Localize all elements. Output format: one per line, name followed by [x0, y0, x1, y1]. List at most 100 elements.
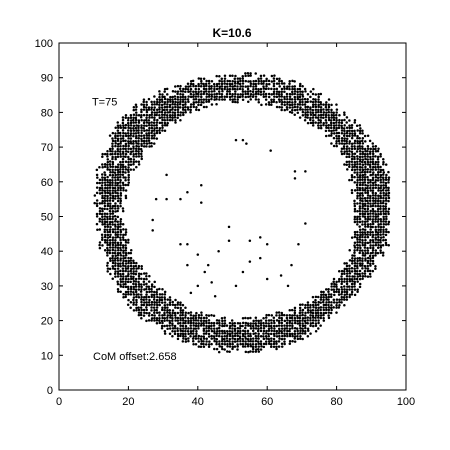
- data-point: [95, 186, 99, 189]
- data-point: [342, 145, 346, 148]
- data-point: [142, 308, 146, 312]
- data-point: [124, 259, 128, 263]
- data-point: [200, 101, 203, 104]
- data-point: [100, 184, 104, 187]
- data-point: [366, 275, 370, 278]
- data-point: [298, 337, 302, 341]
- data-point: [155, 303, 159, 307]
- data-point: [171, 303, 175, 307]
- data-point: [338, 277, 341, 281]
- data-point: [199, 77, 203, 81]
- data-point: [296, 95, 299, 99]
- data-point: [288, 327, 292, 330]
- data-point: [160, 301, 164, 304]
- data-point: [330, 126, 333, 130]
- data-point: [374, 241, 378, 244]
- data-point: [150, 111, 154, 114]
- data-point: [163, 95, 166, 99]
- data-point: [150, 283, 154, 286]
- data-point: [254, 334, 258, 338]
- data-point: [330, 293, 333, 296]
- data-point: [207, 319, 211, 322]
- data-point: [168, 327, 172, 330]
- data-point: [249, 93, 253, 96]
- data-point: [166, 116, 169, 119]
- points-layer: [93, 72, 391, 354]
- data-point: [103, 162, 107, 166]
- data-point: [137, 124, 140, 127]
- data-point: [194, 343, 198, 346]
- data-point: [147, 121, 151, 125]
- data-point: [353, 293, 357, 297]
- data-point: [101, 173, 104, 176]
- data-point: [233, 340, 237, 343]
- data-point: [103, 215, 107, 218]
- data-point: [327, 134, 331, 137]
- data-point: [333, 132, 336, 135]
- data-point: [143, 136, 146, 140]
- data-point: [353, 139, 357, 143]
- data-point: [148, 145, 151, 148]
- data-point: [215, 327, 219, 330]
- data-point: [116, 256, 119, 260]
- data-point: [322, 313, 325, 317]
- data-point: [145, 103, 148, 106]
- data-point: [114, 210, 117, 213]
- data-point: [223, 95, 226, 98]
- data-point: [184, 90, 187, 94]
- data-point: [366, 202, 370, 205]
- data-point: [264, 87, 268, 91]
- data-point: [140, 108, 143, 111]
- data-point: [236, 332, 239, 335]
- data-point: [106, 150, 109, 153]
- data-point: [332, 111, 335, 114]
- data-point: [361, 233, 364, 237]
- data-point: [295, 327, 299, 330]
- data-point: [361, 215, 365, 218]
- data-point: [192, 335, 196, 338]
- data-point: [322, 111, 326, 114]
- data-point: [143, 288, 146, 291]
- data-point: [106, 264, 109, 267]
- data-point: [314, 309, 317, 312]
- data-point: [158, 301, 161, 304]
- data-point: [119, 262, 122, 265]
- data-point: [316, 316, 320, 319]
- data-point: [278, 337, 281, 340]
- data-point: [98, 165, 101, 169]
- data-point: [359, 233, 362, 237]
- data-point: [176, 319, 180, 322]
- data-point: [126, 280, 130, 284]
- data-point: [257, 332, 260, 335]
- data-point: [153, 116, 156, 119]
- data-point: [106, 202, 110, 205]
- data-point: [319, 110, 323, 114]
- data-point: [267, 340, 271, 343]
- data-point: [117, 186, 120, 190]
- data-point: [363, 202, 367, 205]
- data-point: [384, 210, 388, 213]
- data-point: [288, 100, 291, 104]
- data-point: [381, 201, 385, 205]
- data-point: [165, 87, 169, 91]
- data-point: [244, 342, 248, 346]
- data-point: [267, 92, 271, 96]
- data-point: [335, 108, 339, 111]
- data-point: [256, 329, 260, 333]
- data-point: [106, 204, 110, 208]
- data-point: [111, 160, 115, 164]
- data-point: [377, 228, 380, 231]
- data-point: [270, 329, 273, 332]
- data-point: [296, 105, 299, 109]
- data-point: [369, 262, 372, 265]
- data-point: [353, 230, 357, 234]
- data-point: [374, 217, 377, 221]
- data-point: [108, 134, 112, 137]
- data-point: [366, 267, 370, 270]
- data-point: [290, 263, 293, 267]
- data-point: [184, 105, 187, 109]
- data-point: [376, 149, 380, 153]
- data-point: [202, 342, 205, 346]
- data-point: [218, 340, 221, 343]
- data-point: [182, 87, 185, 91]
